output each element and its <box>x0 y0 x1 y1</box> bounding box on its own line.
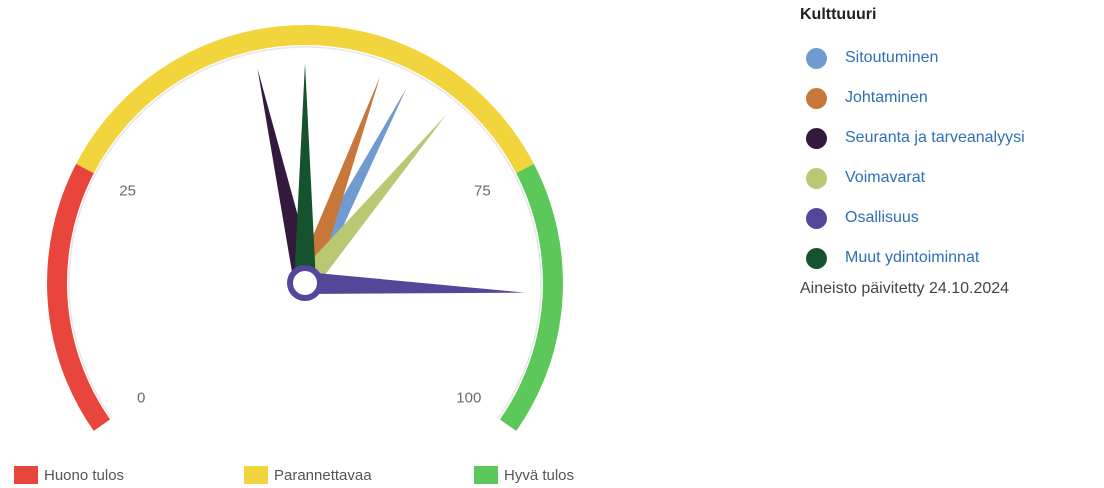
tick-label: 75 <box>474 183 491 200</box>
band-label: Huono tulos <box>44 466 125 484</box>
legend-item-johtaminen[interactable]: Johtaminen <box>800 78 1100 118</box>
legend-dot <box>806 167 827 189</box>
legend-label[interactable]: Muut ydintoiminnat <box>845 249 980 266</box>
legend-item-osallisuus[interactable]: Osallisuus <box>800 198 1100 238</box>
gauge-needle-5 <box>294 63 316 283</box>
band-legend-item: Parannettavaa <box>244 466 474 484</box>
legend-dot <box>806 127 827 149</box>
gauge-needle-1 <box>294 76 381 287</box>
legend-dot <box>806 247 827 269</box>
legend-dot <box>806 207 827 229</box>
legend-item-seuranta[interactable]: Seuranta ja tarveanalyysi <box>800 118 1100 158</box>
data-updated-note: Aineisto päivitetty 24.10.2024 <box>800 280 1010 297</box>
band-label: Parannettavaa <box>274 466 372 484</box>
band-label: Hyvä tulos <box>504 466 575 484</box>
legend-label[interactable]: Seuranta ja tarveanalyysi <box>845 129 1025 146</box>
tick-label: 25 <box>119 183 136 200</box>
gauge-band-2 <box>499 163 563 431</box>
gauge-needle-3 <box>296 114 447 291</box>
legend-label[interactable]: Johtaminen <box>845 89 928 106</box>
gauge-inner-track <box>68 46 542 419</box>
legend-dot <box>806 87 827 109</box>
legend-item-voimavarat[interactable]: Voimavarat <box>800 158 1100 198</box>
band-legend-item: Huono tulos <box>14 466 244 484</box>
band-legend-item: Hyvä tulos <box>474 466 704 484</box>
series-legend: Kulttuuuri Sitoutuminen Johtaminen Seura… <box>800 6 1100 298</box>
legend-title: Kulttuuuri <box>800 6 877 23</box>
band-swatch-hyva <box>474 466 498 484</box>
gauge-needle-4 <box>304 272 525 294</box>
band-swatch-huono <box>14 466 38 484</box>
band-legend: Huono tulos Parannettavaa Hyvä tulos <box>14 466 704 484</box>
legend-label[interactable]: Osallisuus <box>845 209 919 226</box>
gauge-chart: 0 25 75 100 <box>47 24 563 431</box>
legend-label[interactable]: Voimavarat <box>845 169 926 186</box>
gauge-band-1 <box>76 24 534 174</box>
legend-label[interactable]: Sitoutuminen <box>845 49 939 66</box>
gauge-band-0 <box>47 163 111 431</box>
legend-item-muut-ydintoiminnat[interactable]: Muut ydintoiminnat <box>800 238 1100 278</box>
tick-label: 100 <box>456 390 481 407</box>
band-swatch-parannettavaa <box>244 466 268 484</box>
legend-item-sitoutuminen[interactable]: Sitoutuminen <box>800 38 1100 78</box>
legend-dot <box>806 47 827 69</box>
tick-label: 0 <box>137 390 145 407</box>
gauge-pivot <box>287 265 323 301</box>
